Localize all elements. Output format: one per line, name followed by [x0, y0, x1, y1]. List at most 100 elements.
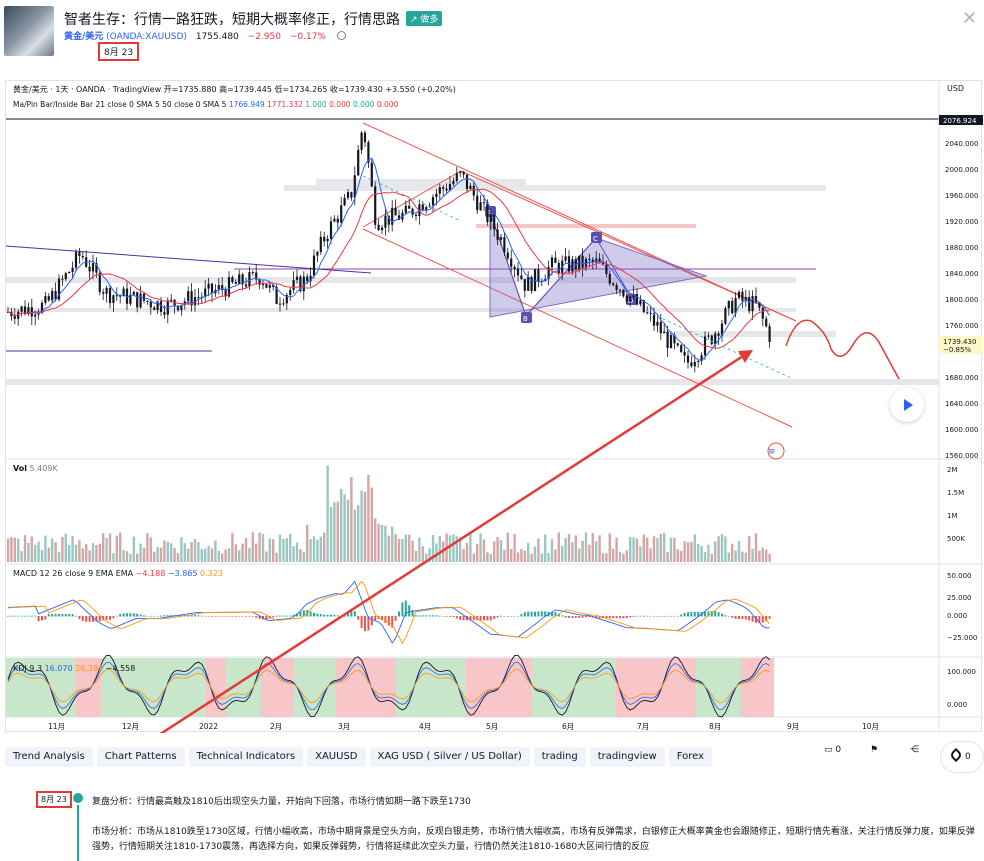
candle-body — [404, 205, 407, 213]
candle-body — [717, 333, 720, 336]
macd-tick: 0.000 — [947, 612, 967, 620]
tag-2[interactable]: Technical Indicators — [188, 747, 304, 767]
support-zone — [6, 379, 939, 385]
symbol-price: 1755.480 — [195, 32, 239, 42]
volume-bar — [323, 532, 326, 562]
volume-bar — [605, 553, 608, 562]
tag-1[interactable]: Chart Patterns — [96, 747, 185, 767]
volume-bar — [44, 535, 47, 562]
macd-histogram-bar — [238, 616, 241, 617]
share-icon[interactable]: ⋲ — [910, 745, 919, 755]
candle-body — [367, 142, 370, 163]
candle-body — [363, 132, 367, 143]
volume-bar — [81, 548, 84, 562]
macd-histogram-bar — [44, 616, 47, 620]
kdj-legend: KDJ 9 3 16.070 26.384 −4.558 — [13, 664, 135, 673]
volume-bar — [377, 523, 380, 562]
macd-histogram-bar — [530, 611, 533, 617]
candle-body — [217, 285, 220, 290]
macd-histogram-bar — [687, 612, 689, 617]
flag-icon[interactable]: ⚑ — [870, 745, 879, 755]
macd-histogram-bar — [768, 616, 771, 619]
close-icon[interactable]: ✕ — [962, 8, 978, 29]
macd-histogram-bar — [673, 615, 676, 617]
macd-histogram-bar — [381, 616, 383, 621]
macd-histogram-bar — [109, 616, 111, 620]
macd-histogram-bar — [258, 616, 261, 619]
candle-body — [357, 149, 360, 176]
macd-histogram-bar — [486, 616, 489, 621]
volume-bar — [731, 543, 734, 562]
tag-3[interactable]: XAUUSD — [307, 747, 366, 767]
macd-line — [7, 580, 770, 644]
comments-button[interactable]: ▭ 0 — [824, 745, 842, 755]
volume-bar — [550, 539, 554, 562]
tag-4[interactable]: XAG USD ( Silver / US Dollar) — [369, 747, 530, 767]
candle-body — [408, 205, 411, 209]
candle-body — [173, 299, 176, 306]
author-avatar[interactable] — [4, 6, 54, 56]
vol-label: Vol — [13, 464, 27, 473]
tag-0[interactable]: Trend Analysis — [5, 747, 93, 767]
play-button[interactable] — [890, 388, 924, 422]
candle-body — [442, 187, 445, 189]
macd-histogram-bar — [445, 616, 448, 617]
volume-bar — [465, 542, 469, 562]
symbol-code-link[interactable]: (OANDA:XAUUSD) — [106, 32, 187, 42]
alarm-clock-icon[interactable] — [336, 31, 346, 40]
candle-body — [448, 184, 452, 191]
chart-snapshot[interactable]: 2040.000 2000.000 1960.000 1920.000 1880.000… — [5, 80, 983, 733]
candle-body — [588, 258, 591, 260]
volume-bar — [360, 490, 363, 562]
macd-histogram-bar — [132, 613, 135, 617]
volume-bar — [258, 532, 261, 562]
macd-histogram-bar — [78, 616, 81, 620]
macd-histogram-bar — [170, 615, 173, 617]
volume-bar — [584, 532, 588, 562]
candle-body — [136, 292, 139, 308]
macd-histogram-bar — [10, 615, 13, 617]
macd-histogram-bar — [394, 616, 397, 621]
annotation-arrow — [159, 354, 744, 733]
macd-histogram-bar — [571, 616, 574, 618]
volume-bar — [639, 546, 642, 562]
candle-body — [231, 277, 234, 283]
volume-bar — [401, 539, 404, 562]
macd-label: MACD 12 26 close 9 EMA EMA — [13, 569, 134, 578]
volume-bar — [659, 533, 662, 562]
volume-bar — [316, 539, 319, 562]
macd-histogram-bar — [415, 615, 417, 617]
currency-label: USD — [947, 84, 965, 93]
candle-body — [554, 257, 557, 263]
macd-histogram-bar — [221, 616, 224, 617]
tag-7[interactable]: Forex — [668, 747, 713, 767]
candle-body — [639, 300, 642, 305]
macd-histogram-bar — [411, 610, 414, 617]
macd-histogram-bar — [758, 616, 761, 623]
macd-histogram-bar — [459, 616, 462, 620]
symbol-name-link[interactable]: 黄金/美元 — [64, 32, 104, 42]
volume-bar — [493, 541, 496, 562]
macd-histogram-bar — [513, 616, 516, 617]
candle-body — [438, 187, 441, 194]
candle-body — [302, 276, 305, 292]
macd-histogram-bar — [483, 616, 485, 621]
volume-bar — [472, 553, 475, 562]
tag-6[interactable]: tradingview — [589, 747, 665, 767]
volume-bar — [629, 537, 632, 562]
volume-bar — [499, 540, 503, 562]
boost-button[interactable]: 0 — [940, 741, 984, 773]
candle-body — [516, 268, 520, 276]
macd-histogram-bar — [187, 615, 190, 617]
tag-5[interactable]: trading — [533, 747, 586, 767]
candle-body — [700, 355, 703, 362]
macd-histogram-bar — [537, 611, 540, 617]
candle-body — [520, 275, 523, 280]
macd-histogram-bar — [472, 616, 475, 621]
volume-bar — [397, 538, 401, 562]
macd-histogram-bar — [727, 615, 730, 617]
us-flag-icon — [767, 442, 785, 460]
candle-body — [285, 295, 288, 304]
macd-histogram-bar — [364, 616, 366, 632]
macd-histogram-bar — [194, 615, 196, 617]
